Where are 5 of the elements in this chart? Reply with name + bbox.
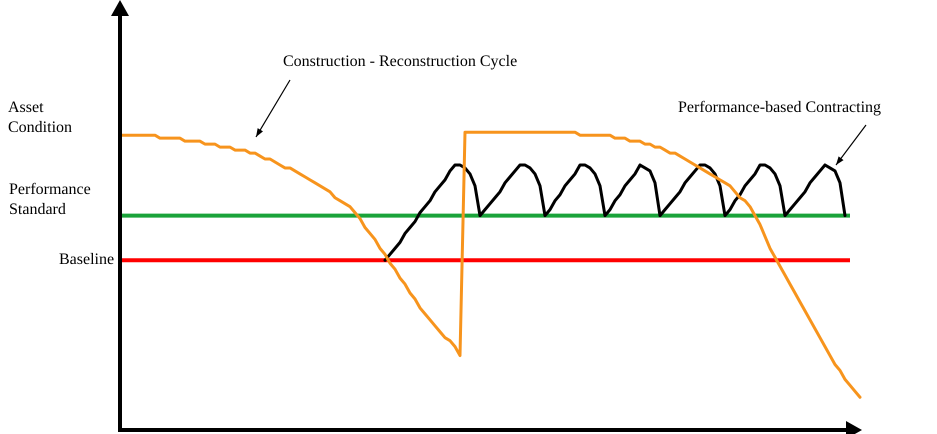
text: Performance-based Contracting (678, 98, 882, 118)
ref-line-label: Performance Standard (9, 180, 92, 220)
ref-line-label: Baseline (59, 250, 114, 270)
y-axis-title: Asset Condition (8, 98, 74, 138)
text: Construction - Reconstruction Cycle (283, 52, 518, 72)
